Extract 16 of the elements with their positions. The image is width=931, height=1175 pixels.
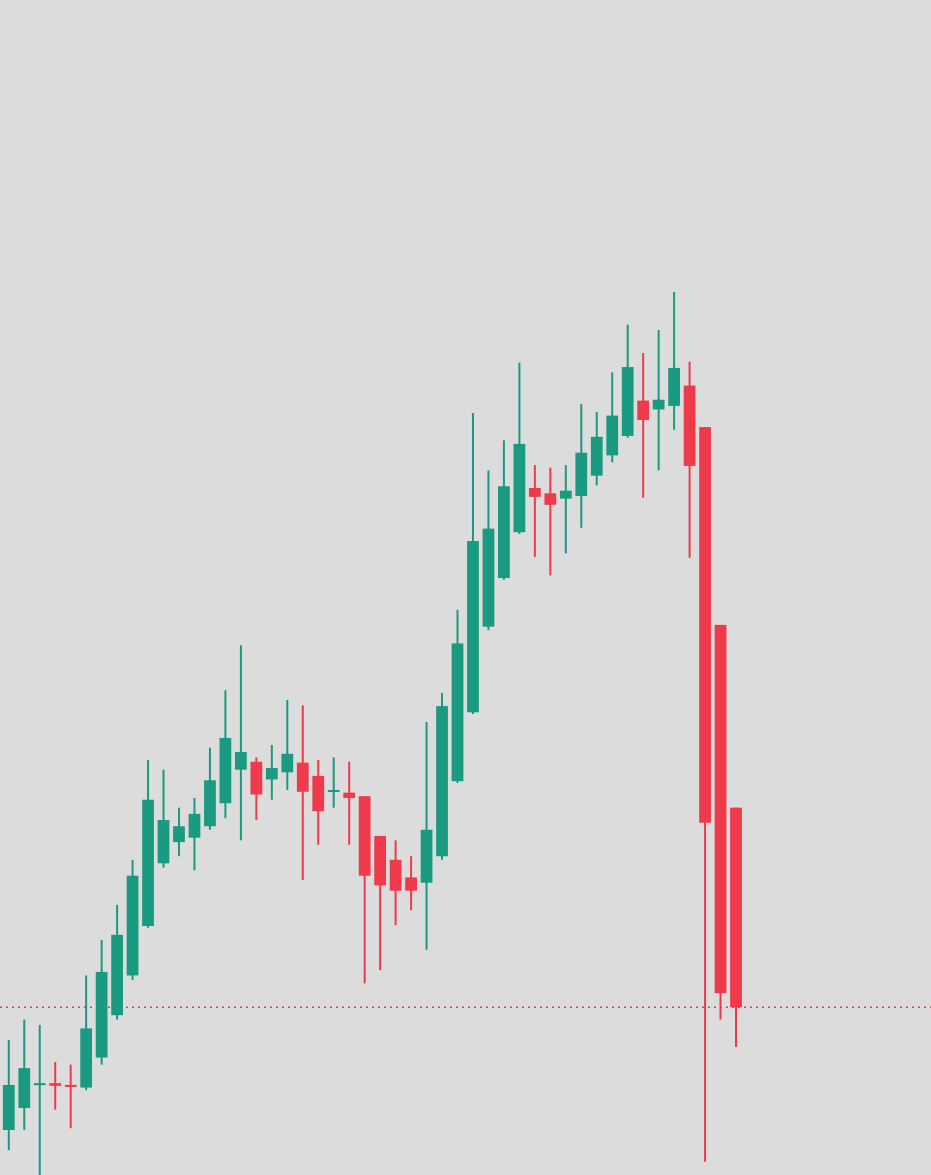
candlestick — [652, 328, 665, 472]
candlestick — [235, 644, 247, 842]
candlestick — [49, 1060, 62, 1111]
candlestick — [544, 466, 557, 577]
candlestick — [327, 756, 340, 809]
candlestick — [33, 1023, 46, 1175]
candlestick — [343, 760, 356, 846]
candlestick — [64, 1063, 77, 1130]
candlestick — [265, 743, 278, 801]
candlestick — [281, 698, 294, 792]
candlestick — [637, 351, 650, 499]
candlestick — [559, 464, 572, 555]
candlestick — [188, 796, 201, 872]
candlestick — [528, 464, 541, 558]
candlestick — [405, 855, 417, 912]
candlestick — [173, 806, 185, 858]
